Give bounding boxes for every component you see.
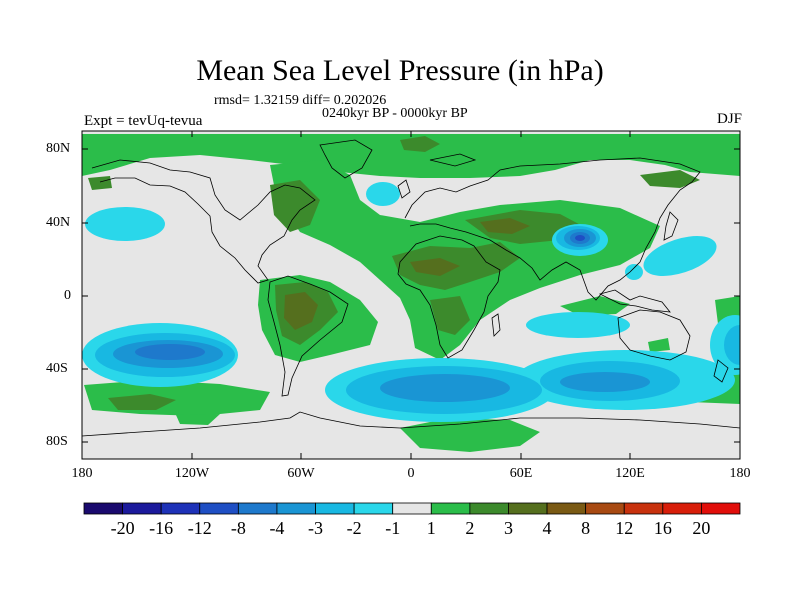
colorbar-level-label: -2 bbox=[346, 518, 362, 538]
colorbar-level-label: 1 bbox=[426, 518, 436, 538]
colorbar-box bbox=[430, 502, 471, 515]
lon-tick-label: 120W bbox=[174, 466, 210, 481]
lon-tick-label: 120E bbox=[615, 466, 645, 481]
greenland-coast bbox=[319, 139, 373, 179]
africa-coast bbox=[397, 235, 501, 359]
extreme-negative-regions bbox=[575, 235, 585, 241]
colorbar-level-label: 2 bbox=[465, 518, 475, 538]
north-america-coast bbox=[91, 159, 316, 284]
colorbar-box bbox=[662, 502, 702, 515]
lat-tick-label: 0 bbox=[64, 288, 71, 303]
colorbar-box bbox=[469, 502, 509, 515]
lon-tick-label: 180 bbox=[729, 466, 751, 481]
longitude-tick-marks bbox=[81, 131, 741, 459]
colorbar-box bbox=[122, 502, 162, 515]
colorbar-box bbox=[237, 502, 278, 515]
colorbar-level-label: -1 bbox=[385, 518, 401, 538]
colorbar-box bbox=[315, 502, 355, 515]
colorbar-level-label: 4 bbox=[542, 518, 552, 538]
colorbar-level-label: -4 bbox=[269, 518, 285, 538]
lon-tick-label: 60E bbox=[509, 466, 533, 481]
colorbar-level-label: -8 bbox=[230, 518, 246, 538]
colorbar-box bbox=[353, 502, 394, 515]
europe-coast bbox=[404, 157, 701, 301]
colorbar-box bbox=[199, 502, 239, 515]
colorbar-level-label: 20 bbox=[692, 518, 711, 538]
strong-positive-regions bbox=[284, 218, 530, 330]
lat-tick-label: 80N bbox=[46, 141, 71, 156]
colorbar-level-label: 12 bbox=[615, 518, 634, 538]
colorbar-level-label: -12 bbox=[187, 518, 212, 538]
very-strong-negative-regions bbox=[135, 232, 590, 360]
colorbar-level-label: 3 bbox=[503, 518, 513, 538]
antarctica-coast bbox=[82, 411, 740, 437]
colorbar-level-label: 16 bbox=[653, 518, 672, 538]
lat-tick-label: 80S bbox=[46, 434, 68, 449]
colorbar-box bbox=[276, 502, 316, 515]
map-title: Mean Sea Level Pressure (in hPa) bbox=[196, 54, 604, 87]
colorbar-box bbox=[508, 502, 548, 515]
season-label: DJF bbox=[716, 111, 742, 127]
colorbar-level-label: -16 bbox=[149, 518, 174, 538]
british-isles-coast bbox=[397, 179, 411, 199]
south-america-coast bbox=[267, 275, 349, 397]
lat-tick-label: 40S bbox=[46, 361, 68, 376]
colorbar-boxes bbox=[83, 502, 741, 515]
japan-coast bbox=[663, 211, 679, 241]
colorbar-box bbox=[546, 502, 587, 515]
lon-tick-label: 0 bbox=[407, 466, 415, 481]
latitude-tick-marks bbox=[82, 148, 740, 443]
colorbar-level-label: -3 bbox=[308, 518, 324, 538]
coastlines bbox=[82, 139, 740, 437]
map-fill-layer bbox=[82, 131, 740, 459]
colorbar-box bbox=[623, 502, 664, 515]
lon-tick-label: 180 bbox=[71, 466, 93, 481]
colorbar-level-label: 8 bbox=[581, 518, 591, 538]
rmsd-diff-stats: rmsd= 1.32159 diff= 0.202026 bbox=[214, 93, 387, 108]
colorbar-box bbox=[83, 502, 123, 515]
time-period-label: 0240kyr BP - 0000kyr BP bbox=[322, 106, 468, 121]
colorbar-box bbox=[585, 502, 625, 515]
madagascar-coast bbox=[491, 313, 501, 337]
arctic-islands-coast bbox=[429, 153, 477, 167]
maritime-continent-coast bbox=[598, 289, 671, 313]
colorbar-box bbox=[392, 502, 432, 515]
australia-coast bbox=[617, 309, 691, 361]
experiment-label: Expt = tevUq-tevua bbox=[84, 113, 203, 129]
new-zealand-coast bbox=[713, 359, 729, 383]
colorbar-level-label: -20 bbox=[110, 518, 135, 538]
colorbar-box bbox=[160, 502, 201, 515]
colorbar-box bbox=[701, 502, 741, 515]
lon-tick-label: 60W bbox=[287, 466, 315, 481]
lat-tick-label: 40N bbox=[46, 215, 71, 230]
